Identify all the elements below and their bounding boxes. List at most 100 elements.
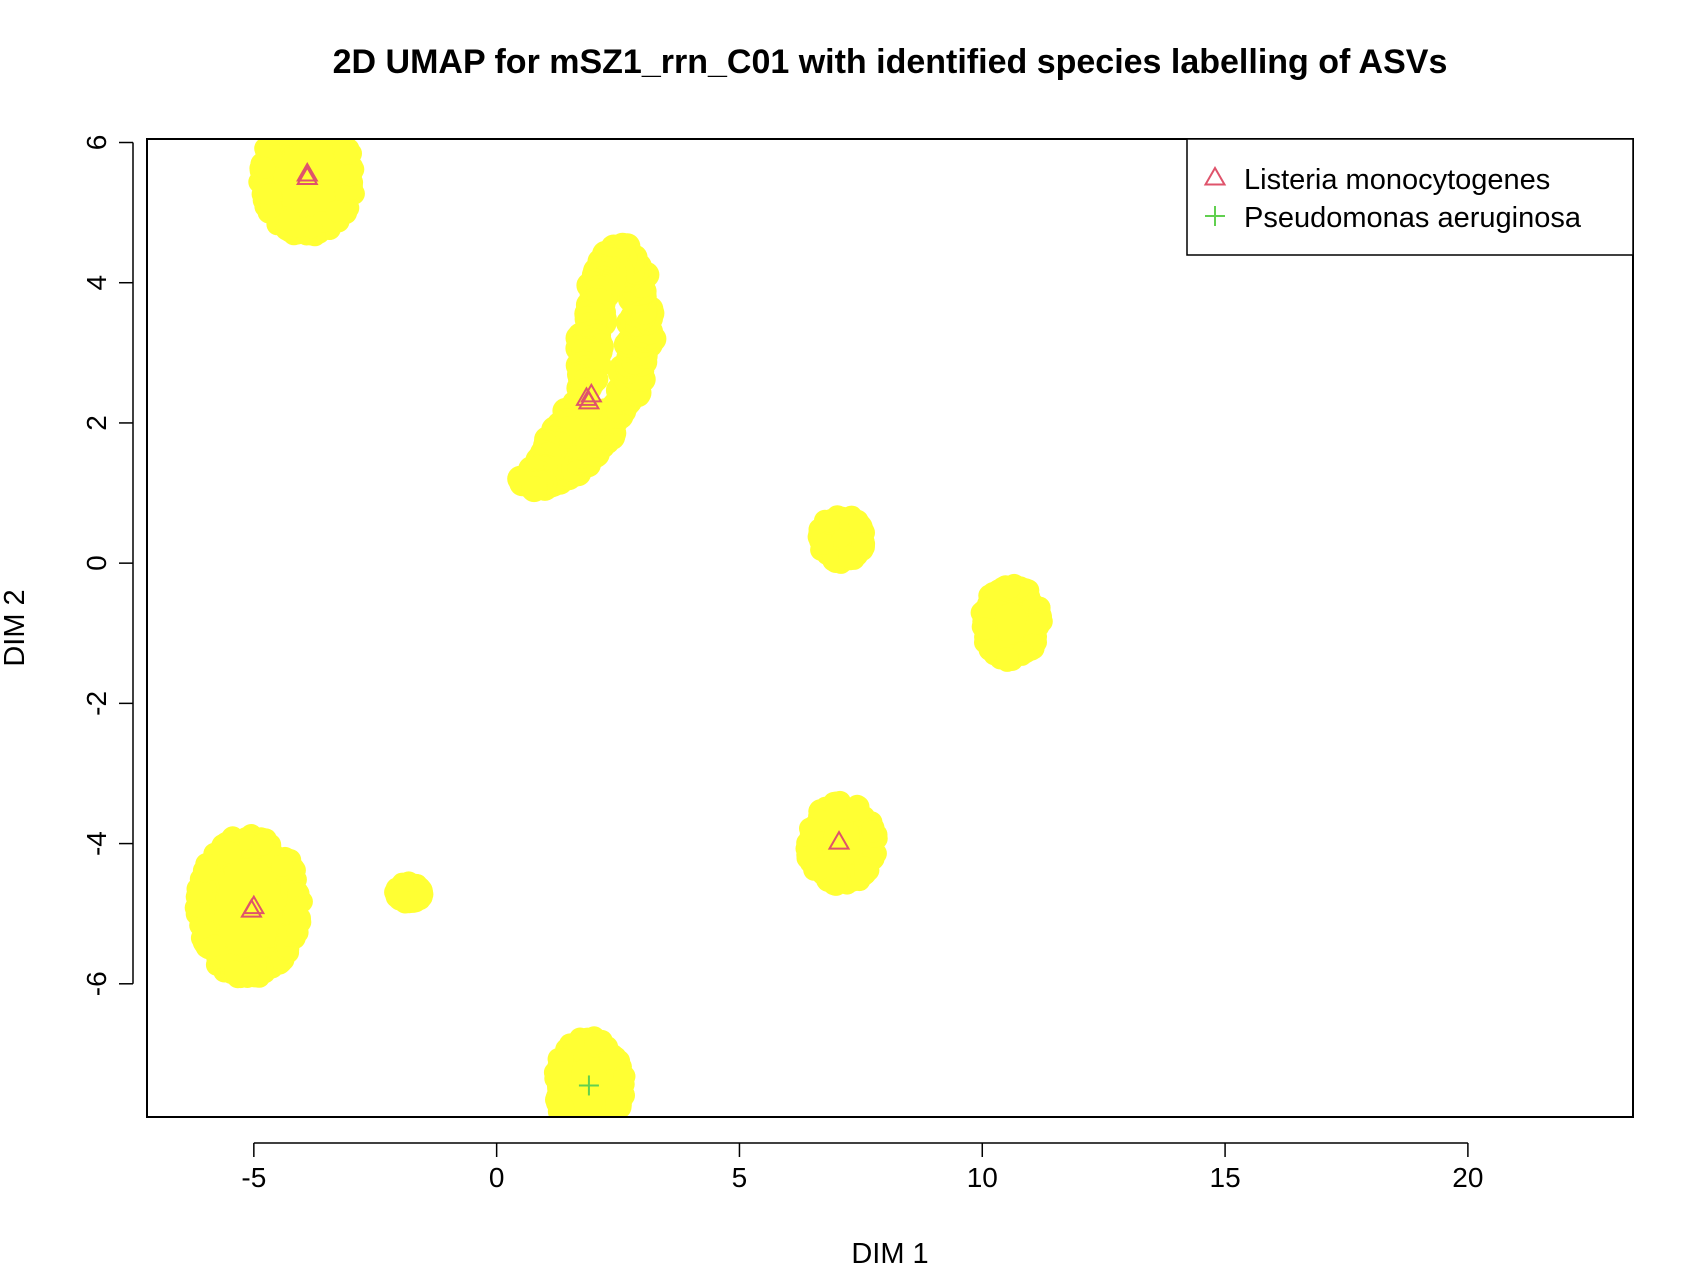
triangle-marker	[296, 162, 319, 182]
asv-point	[287, 108, 309, 130]
asv-point	[811, 532, 834, 555]
x-tick-label: 5	[732, 1162, 748, 1193]
triangle-marker	[827, 830, 851, 850]
asv-point	[587, 1121, 609, 1143]
x-tick-label: 15	[1210, 1162, 1241, 1193]
asv-point	[599, 1116, 604, 1117]
asv-point	[289, 139, 300, 141]
asv-point	[388, 888, 411, 911]
legend-entry: Pseudomonas aeruginosa	[1205, 202, 1582, 234]
cluster-arc	[507, 232, 667, 503]
asv-point	[848, 513, 871, 536]
asv-point	[305, 139, 319, 141]
asv-point	[253, 156, 276, 179]
legend-triangle-icon	[1203, 165, 1227, 186]
asv-point	[281, 114, 303, 136]
y-axis-label: DIM 2	[0, 589, 31, 666]
legend-entry: Listeria monocytogenes	[1203, 164, 1550, 196]
asv-point	[316, 139, 324, 140]
asv-point	[281, 139, 295, 142]
asv-point	[290, 108, 312, 130]
asv-point	[310, 112, 332, 134]
triangle-marker	[296, 165, 319, 186]
legend: Listeria monocytogenes Pseudomonas aerugi…	[1186, 138, 1634, 256]
background-asv-points	[184, 108, 1053, 1144]
x-axis-label: DIM 1	[851, 1238, 928, 1270]
asv-point	[334, 142, 357, 165]
asv-point	[315, 139, 325, 141]
asv-point	[278, 208, 301, 231]
asv-point	[569, 1120, 591, 1142]
asv-point	[308, 117, 330, 139]
y-axis: -6 -4 -2 0 2 4 6	[81, 135, 134, 996]
asv-point	[587, 1122, 609, 1144]
asv-point	[219, 841, 242, 864]
asv-point	[320, 139, 326, 140]
asv-point	[999, 576, 1022, 599]
y-tick-label: 6	[81, 135, 112, 151]
y-tick-label: -4	[81, 831, 112, 856]
asv-point	[599, 1047, 622, 1070]
asv-point	[297, 116, 319, 138]
asv-point	[580, 1122, 602, 1144]
asv-point	[319, 116, 341, 138]
asv-point	[286, 921, 309, 944]
asv-point	[277, 116, 299, 138]
x-axis: -5 0 5 10 15 20	[241, 1142, 1483, 1193]
cluster-7	[795, 790, 888, 896]
asv-point	[284, 117, 306, 139]
asv-point	[974, 617, 996, 640]
asv-point	[593, 1118, 615, 1140]
cluster-3	[384, 871, 434, 914]
species-markers	[240, 162, 851, 1096]
asv-point	[284, 900, 306, 923]
legend-plus-icon	[1205, 206, 1225, 226]
asv-point	[294, 115, 316, 137]
cluster-1	[248, 108, 365, 247]
asv-point	[224, 960, 247, 983]
asv-point	[284, 111, 306, 133]
x-tick-label: 20	[1452, 1162, 1483, 1193]
x-tick-label: 10	[967, 1162, 998, 1193]
asv-point	[259, 183, 282, 206]
legend-label: Pseudomonas aeruginosa	[1244, 202, 1582, 234]
asv-point	[851, 532, 874, 555]
asv-point	[583, 1116, 591, 1117]
asv-point	[325, 200, 348, 223]
asv-point	[569, 1119, 591, 1141]
y-tick-label: -6	[81, 971, 112, 996]
y-tick-label: 4	[81, 275, 112, 291]
asv-point	[290, 113, 312, 135]
legend-box	[1186, 138, 1634, 256]
cluster-4	[543, 1026, 636, 1144]
asv-point	[563, 1118, 585, 1140]
triangle-marker	[580, 382, 603, 403]
cluster-6	[970, 573, 1053, 672]
asv-point	[284, 111, 306, 133]
asv-point	[287, 139, 296, 140]
asv-point	[302, 111, 324, 133]
triangle-marker	[242, 894, 266, 915]
asv-point	[521, 476, 548, 503]
asv-point	[274, 115, 296, 137]
asv-point	[592, 1110, 613, 1117]
asv-point	[605, 1091, 628, 1114]
asv-point	[590, 1117, 612, 1139]
asv-point	[300, 116, 322, 138]
asv-point	[546, 1090, 569, 1113]
asv-point	[193, 860, 216, 883]
asv-point	[304, 111, 326, 133]
x-tick-label: 0	[489, 1162, 505, 1193]
y-tick-label: 0	[81, 555, 112, 571]
asv-point	[311, 115, 333, 137]
asv-point	[799, 817, 821, 840]
asv-point	[996, 647, 1019, 670]
triangle-marker	[577, 389, 601, 410]
y-tick-label: -2	[81, 691, 112, 716]
asv-point	[825, 791, 848, 814]
asv-point	[854, 862, 877, 885]
asv-point	[861, 820, 884, 843]
cluster-5	[807, 505, 876, 574]
asv-point	[197, 937, 220, 960]
